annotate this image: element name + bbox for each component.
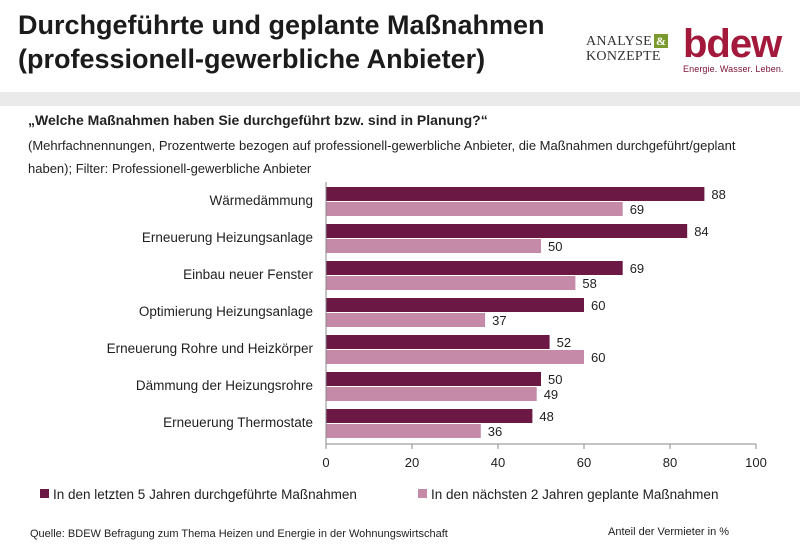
data-label-series-2: 36 (488, 424, 502, 439)
category-label: Optimierung Heizungsanlage (139, 304, 313, 319)
data-label-series-2: 58 (582, 276, 596, 291)
logo-ak-konzepte: KONZEPTE (586, 49, 661, 64)
bdew-logo-claim: Energie. Wasser. Leben. (683, 64, 784, 74)
bar-series-2 (326, 387, 537, 401)
bar-series-2 (326, 424, 481, 438)
data-label-series-1: 52 (557, 335, 571, 350)
data-label-series-1: 69 (630, 261, 644, 276)
legend-item-series-2: In den nächsten 2 Jahren geplante Maßnah… (418, 487, 718, 502)
bar-series-1 (326, 261, 623, 275)
bar-series-1 (326, 187, 705, 201)
bar-series-1 (326, 298, 584, 312)
bdew-logo: bdew Energie. Wasser. Leben. (683, 24, 784, 74)
bar-series-1 (326, 335, 550, 349)
data-label-series-2: 69 (630, 202, 644, 217)
category-label: Dämmung der Heizungsrohre (136, 378, 313, 393)
chart-subtitle: (Mehrfachnennungen, Prozentwerte bezogen… (28, 138, 736, 176)
x-tick-label: 0 (322, 455, 329, 470)
data-label-series-1: 60 (591, 298, 605, 313)
legend-label-series-1: In den letzten 5 Jahren durchgeführte Ma… (53, 487, 357, 502)
x-tick-label: 100 (745, 455, 767, 470)
logo-ak-analyse: ANALYSE (586, 34, 653, 49)
bar-series-2 (326, 202, 623, 216)
category-label: Einbau neuer Fenster (183, 267, 313, 282)
title-line-2: (professionell-gewerbliche Anbieter) (18, 44, 486, 74)
header-divider-band (0, 92, 800, 106)
x-tick-label: 40 (491, 455, 505, 470)
chart-title: Durchgeführte und geplante Maßnahmen (pr… (18, 8, 578, 76)
analyse-konzepte-logo: ANALYSE & KONZEPTE (586, 34, 678, 64)
x-tick-label: 60 (577, 455, 591, 470)
x-tick-label: 80 (663, 455, 677, 470)
source-note: Quelle: BDEW Befragung zum Thema Heizen … (30, 528, 448, 540)
x-tick-label: 20 (405, 455, 419, 470)
data-label-series-1: 84 (694, 224, 708, 239)
bar-series-2 (326, 313, 486, 327)
title-line-1: Durchgeführte und geplante Maßnahmen (18, 10, 545, 40)
bar-series-2 (326, 276, 576, 290)
logo-ak-ampersand: & (654, 34, 669, 48)
category-label: Erneuerung Rohre und Heizkörper (107, 341, 314, 356)
legend-swatch-series-1 (40, 489, 49, 498)
bar-series-2 (326, 350, 584, 364)
data-label-series-1: 48 (539, 409, 553, 424)
data-label-series-2: 50 (548, 239, 562, 254)
x-axis-unit-label: Anteil der Vermieter in % (608, 526, 730, 538)
data-label-series-2: 49 (544, 387, 558, 402)
bar-series-2 (326, 239, 541, 253)
legend-item-series-1: In den letzten 5 Jahren durchgeführte Ma… (40, 487, 357, 502)
data-label-series-2: 37 (492, 313, 506, 328)
bars-group (326, 187, 705, 438)
bar-series-1 (326, 224, 688, 238)
data-label-series-1: 88 (711, 187, 725, 202)
bar-series-1 (326, 409, 533, 423)
legend-swatch-series-2 (418, 489, 427, 498)
category-label: Wärmedämmung (209, 193, 313, 208)
legend-label-series-2: In den nächsten 2 Jahren geplante Maßnah… (431, 487, 719, 502)
survey-question: „Welche Maßnahmen haben Sie durchgeführt… (28, 112, 488, 128)
category-label: Erneuerung Heizungsanlage (142, 230, 313, 245)
x-axis: 0 20 40 60 80 100 (322, 182, 767, 470)
data-label-series-2: 60 (591, 350, 605, 365)
labels-group: Wärmedämmung 88 69 Erneuerung Heizungsanlag… (107, 187, 726, 439)
bdew-logo-word: bdew (683, 22, 782, 66)
bar-series-1 (326, 372, 541, 386)
category-label: Erneuerung Thermostate (163, 415, 313, 430)
data-label-series-1: 50 (548, 372, 562, 387)
